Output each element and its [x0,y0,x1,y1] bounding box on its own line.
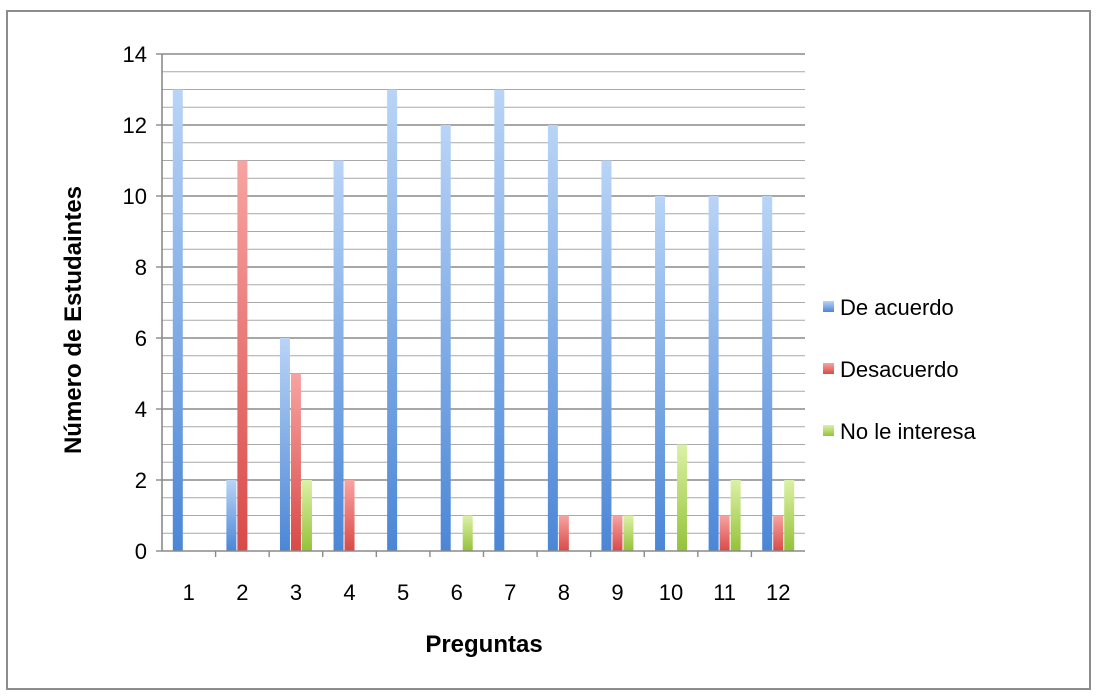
x-tick-label: 4 [343,580,355,605]
legend-swatch [823,301,834,312]
bar-de-acuerdo-q10 [655,196,666,551]
y-tick-label: 4 [135,397,147,422]
bar-de-acuerdo-q7 [494,89,505,551]
legend-swatch [823,363,834,374]
bar-no-le-interesa-q12 [784,480,795,551]
bar-de-acuerdo-q5 [387,89,398,551]
x-tick-label: 11 [713,580,736,605]
legend-label: De acuerdo [840,295,954,320]
x-tick-label: 7 [504,580,516,605]
x-tick-label: 10 [659,580,683,605]
bar-desacuerdo-q2 [237,160,248,551]
bar-no-le-interesa-q9 [623,515,634,551]
y-tick-label: 12 [123,113,147,138]
legend-swatch [823,425,834,436]
bar-desacuerdo-q12 [773,515,784,551]
bars [172,89,795,551]
legend-label: Desacuerdo [840,357,959,382]
bar-de-acuerdo-q4 [333,160,344,551]
bar-de-acuerdo-q1 [172,89,183,551]
bar-no-le-interesa-q6 [462,515,473,551]
x-tick-label: 6 [451,580,463,605]
chart-frame: 0 2 4 6 8 10 12 14 1 2 3 4 5 6 7 8 9 10 11 12 Número de Est… [6,10,1091,690]
bar-de-acuerdo-q9 [601,160,612,551]
bar-desacuerdo-q11 [719,515,730,551]
bar-de-acuerdo-q8 [547,125,558,551]
x-tick-label: 8 [558,580,570,605]
x-tick-label: 9 [611,580,623,605]
y-tick-label: 6 [135,326,147,351]
grid-lines [162,53,805,534]
bar-de-acuerdo-q2 [226,480,237,551]
legend: De acuerdo Desacuerdo No le interesa [823,295,977,444]
bar-desacuerdo-q4 [344,480,355,551]
bar-desacuerdo-q8 [558,515,569,551]
bar-de-acuerdo-q11 [708,196,719,551]
y-tick-label: 14 [123,42,147,67]
x-tick-label: 2 [236,580,248,605]
bar-no-le-interesa-q11 [730,480,741,551]
bar-desacuerdo-q9 [612,515,623,551]
bar-desacuerdo-q3 [290,373,301,551]
y-tick-label: 2 [135,468,147,493]
x-tick-label: 1 [183,580,195,605]
x-tick-label: 12 [766,580,790,605]
bar-no-le-interesa-q10 [677,444,688,551]
y-axis-label: Número de Estudaintes [60,186,87,454]
legend-label: No le interesa [840,419,977,444]
bar-no-le-interesa-q3 [301,480,312,551]
y-tick-label: 10 [123,184,147,209]
bar-de-acuerdo-q12 [762,196,773,551]
bar-de-acuerdo-q6 [440,125,451,551]
y-tick-label: 8 [135,255,147,280]
y-tick-label: 0 [135,539,147,564]
bar-de-acuerdo-q3 [279,338,290,551]
x-axis-label: Preguntas [425,631,542,658]
x-tick-label: 3 [290,580,302,605]
x-tick-label: 5 [397,580,409,605]
